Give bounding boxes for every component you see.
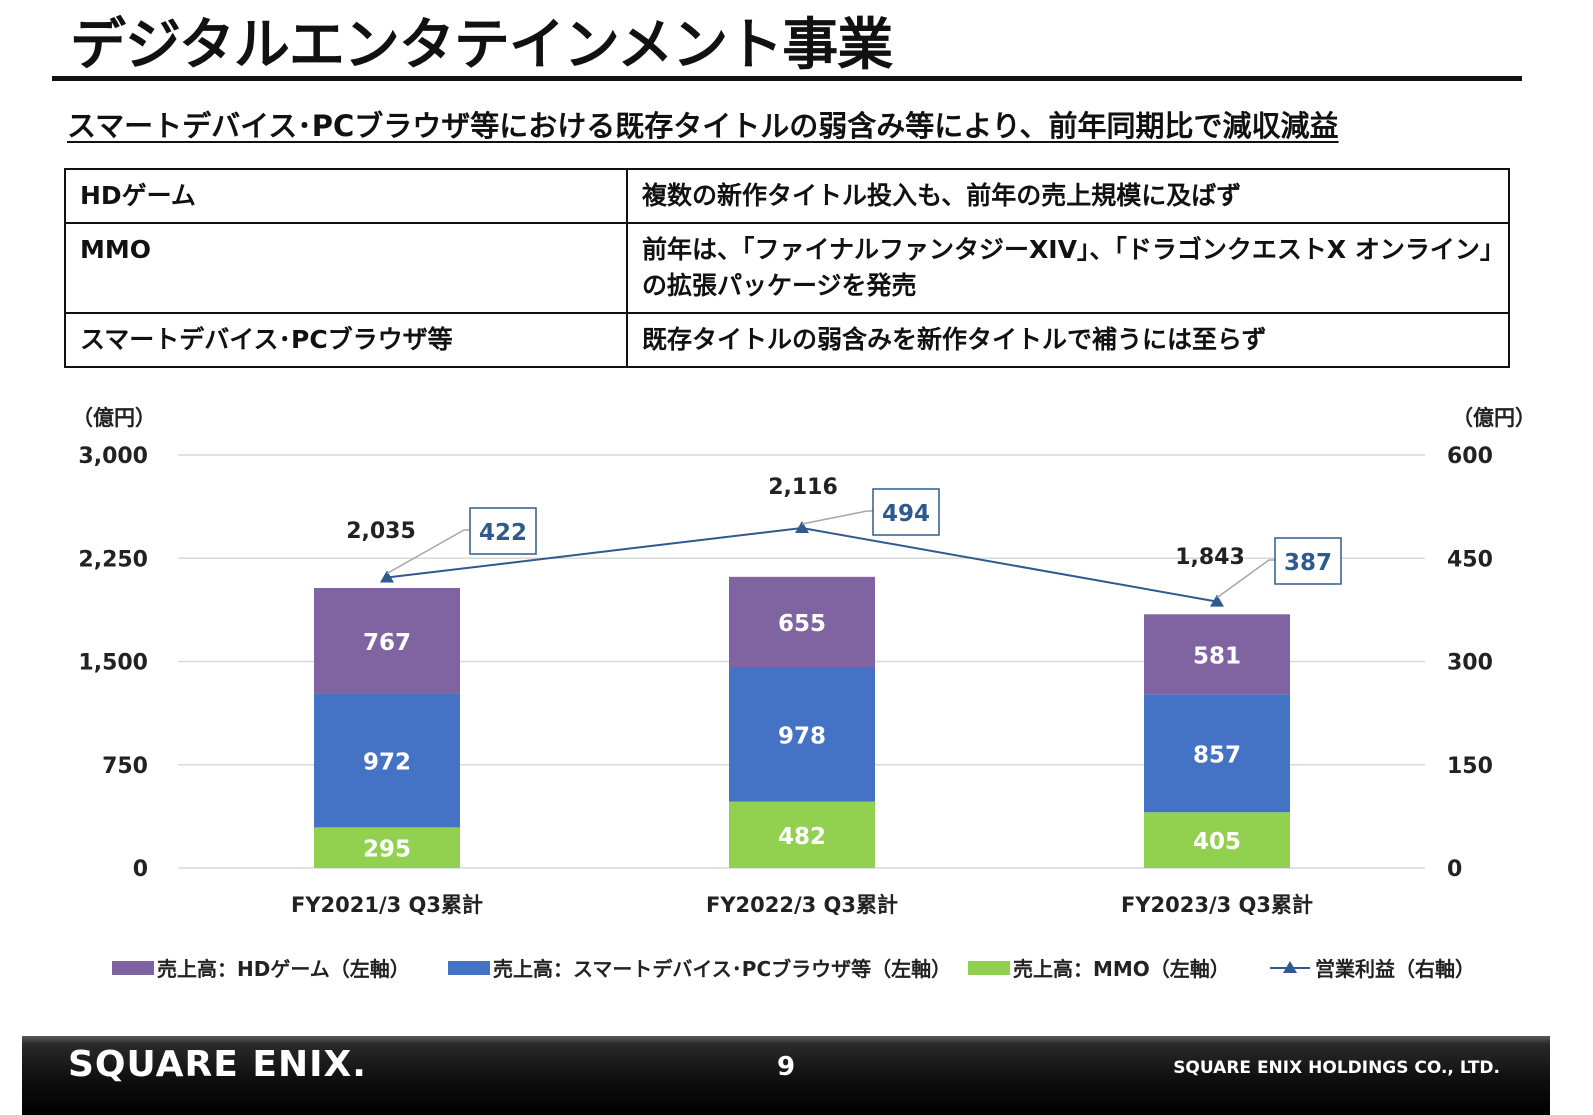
page-number: 9 [776, 1052, 796, 1082]
callout-leader [801, 510, 873, 525]
table-row: MMO 前年は、「ファイナルファンタジーXIV」、「ドラゴンクエストX オンライ… [64, 222, 1510, 314]
bar-value-label: 972 [363, 749, 411, 775]
left-tick-label: 750 [102, 754, 148, 779]
company-name: SQUARE ENIX HOLDINGS CO., LTD. [1173, 1058, 1500, 1078]
right-tick-label: 600 [1447, 444, 1493, 469]
bar-segment [1144, 614, 1290, 695]
right-tick-label: 0 [1447, 857, 1462, 882]
left-tick-label: 1,500 [78, 651, 148, 676]
legend-label: 売上高：MMO（左軸） [1013, 957, 1230, 981]
segment-name: HDゲーム [64, 168, 628, 224]
profit-callout-box [1274, 537, 1342, 585]
callout-leader [386, 529, 470, 575]
bar-value-label: 767 [363, 630, 411, 656]
legend-label: 売上高：HDゲーム（左軸） [157, 957, 410, 981]
bar-value-label: 857 [1193, 742, 1241, 768]
bar-value-label: 405 [1193, 829, 1241, 855]
callout-leader [1216, 559, 1275, 599]
bar-segment [1144, 694, 1290, 813]
profit-callout-box [872, 488, 940, 536]
profit-point-marker [1210, 594, 1224, 607]
segment-name: MMO [64, 222, 628, 314]
profit-point-marker [380, 570, 394, 583]
sales-profit-chart: 0 750 1,500 2,250 3,000 0 150 300 450 600 295 972 76… [78, 444, 1493, 981]
profit-callout-box [469, 507, 537, 555]
right-axis-unit: （億円） [1452, 406, 1536, 430]
legend-label: 営業利益（右軸） [1315, 957, 1475, 981]
segment-note: 前年は、「ファイナルファンタジーXIV」、「ドラゴンクエストX オンライン」の拡… [626, 222, 1510, 314]
segment-note: 複数の新作タイトル投入も、前年の売上規模に及ばず [626, 168, 1510, 224]
sales-total-label: 2,035 [346, 519, 416, 544]
bar-segment [729, 801, 875, 868]
title-divider [52, 76, 1522, 81]
sales-total-label: 1,843 [1175, 545, 1245, 570]
profit-point-marker [795, 520, 809, 533]
right-tick-label: 300 [1447, 651, 1493, 676]
left-tick-label: 3,000 [78, 444, 148, 469]
category-label: FY2023/3 Q3累計 [1121, 893, 1313, 917]
bar-segment [314, 827, 460, 868]
legend-swatch [968, 961, 1010, 975]
company-logo: SQUARE ENIX. [68, 1044, 367, 1085]
profit-value-label: 422 [479, 520, 527, 546]
right-tick-label: 150 [1447, 754, 1493, 779]
footer-bar: SQUARE ENIX. 9 SQUARE ENIX HOLDINGS CO.,… [22, 1036, 1550, 1115]
segment-table: HDゲーム 複数の新作タイトル投入も、前年の売上規模に及ばず MMO 前年は、「… [64, 168, 1510, 368]
bar-value-label: 978 [778, 723, 826, 749]
bar-segment [729, 667, 875, 802]
segment-note: 既存タイトルの弱含みを新作タイトルで補うには至らず [626, 312, 1510, 368]
left-tick-label: 2,250 [78, 547, 148, 572]
legend-label: 売上高：スマートデバイス･PCブラウザ等（左軸） [493, 957, 951, 981]
bar-segment [729, 576, 875, 668]
category-label: FY2021/3 Q3累計 [291, 893, 483, 917]
profit-value-label: 387 [1284, 550, 1332, 576]
bar-segment [314, 587, 460, 694]
page-subtitle: スマートデバイス･PCブラウザ等における既存タイトルの弱含み等により、前年同期比… [67, 109, 1339, 143]
legend-swatch [448, 961, 490, 975]
table-row: HDゲーム 複数の新作タイトル投入も、前年の売上規模に及ばず [64, 168, 1510, 224]
bar-value-label: 482 [778, 824, 826, 850]
legend-swatch [112, 961, 154, 975]
right-tick-label: 450 [1447, 547, 1493, 572]
page-title: デジタルエンタテインメント事業 [70, 13, 893, 78]
sales-total-label: 2,116 [768, 475, 838, 500]
bar-segment [1144, 812, 1290, 868]
category-label: FY2022/3 Q3累計 [706, 893, 898, 917]
legend-marker [1283, 961, 1297, 973]
bar-value-label: 655 [778, 611, 826, 637]
segment-name: スマートデバイス･PCブラウザ等 [64, 312, 628, 368]
left-axis-unit: （億円） [72, 406, 156, 430]
left-tick-label: 0 [133, 857, 148, 882]
profit-value-label: 494 [882, 501, 930, 527]
bar-value-label: 295 [363, 837, 411, 863]
table-row: スマートデバイス･PCブラウザ等 既存タイトルの弱含みを新作タイトルで補うには至… [64, 312, 1510, 368]
bar-segment [314, 693, 460, 828]
bar-value-label: 581 [1193, 643, 1241, 669]
